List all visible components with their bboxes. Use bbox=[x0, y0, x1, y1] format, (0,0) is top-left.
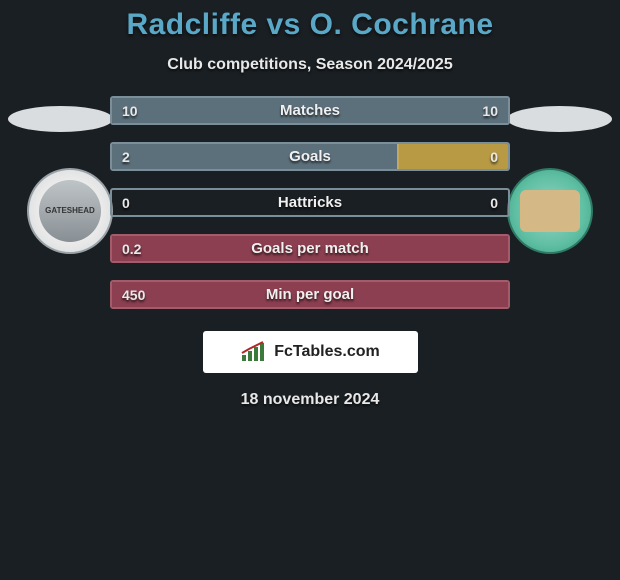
stat-value-left: 10 bbox=[122, 103, 138, 119]
stat-value-left: 2 bbox=[122, 149, 130, 165]
date-text: 18 november 2024 bbox=[241, 391, 380, 409]
subtitle: Club competitions, Season 2024/2025 bbox=[167, 56, 452, 74]
bar-fill-left bbox=[112, 144, 397, 169]
comparison-card: Radcliffe vs O. Cochrane Club competitio… bbox=[0, 0, 620, 409]
team-badge-right-label bbox=[520, 190, 580, 232]
stat-value-left: 450 bbox=[122, 287, 145, 303]
team-badge-right bbox=[507, 168, 593, 254]
page-title: Radcliffe vs O. Cochrane bbox=[126, 8, 493, 42]
stat-label: Min per goal bbox=[266, 286, 354, 303]
stat-row: 0.2 Goals per match bbox=[110, 234, 510, 263]
stat-row: 2 0 Goals bbox=[110, 142, 510, 171]
stat-row: 450 Min per goal bbox=[110, 280, 510, 309]
team-badge-left: GATESHEAD bbox=[27, 168, 113, 254]
ellipse-shadow-left bbox=[8, 106, 113, 132]
logo-text: FcTables.com bbox=[274, 343, 380, 361]
stat-value-left: 0.2 bbox=[122, 241, 141, 257]
stat-row: 0 0 Hattricks bbox=[110, 188, 510, 217]
stat-bars: 10 10 Matches 2 0 Goals 0 0 Hattricks 0.2 Goals pe… bbox=[110, 96, 510, 309]
stat-row: 10 10 Matches bbox=[110, 96, 510, 125]
stat-value-left: 0 bbox=[122, 195, 130, 211]
stat-label: Goals bbox=[289, 148, 331, 165]
stat-value-right: 10 bbox=[482, 103, 498, 119]
body-area: GATESHEAD 1010Matches20Goals00Hattricks0… bbox=[0, 96, 620, 309]
fctables-logo: FcTables.com bbox=[203, 331, 418, 373]
stat-label: Matches bbox=[280, 102, 340, 119]
stat-value-right: 0 bbox=[490, 195, 498, 211]
stat-label: Goals per match bbox=[251, 240, 369, 257]
ellipse-shadow-right bbox=[507, 106, 612, 132]
stat-label: Hattricks bbox=[278, 194, 342, 211]
bar-chart-icon bbox=[240, 341, 268, 363]
stat-value-right: 0 bbox=[490, 149, 498, 165]
team-badge-left-label: GATESHEAD bbox=[39, 180, 101, 242]
